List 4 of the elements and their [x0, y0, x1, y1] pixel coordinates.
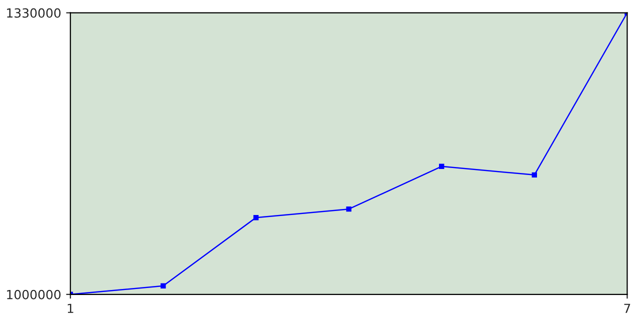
y-tick-label: 1330000 [7, 8, 61, 18]
x-tick-label: 1 [68, 304, 74, 313]
x-tick-label: 7 [624, 304, 630, 313]
y-tick-label: 1000000 [7, 290, 61, 300]
